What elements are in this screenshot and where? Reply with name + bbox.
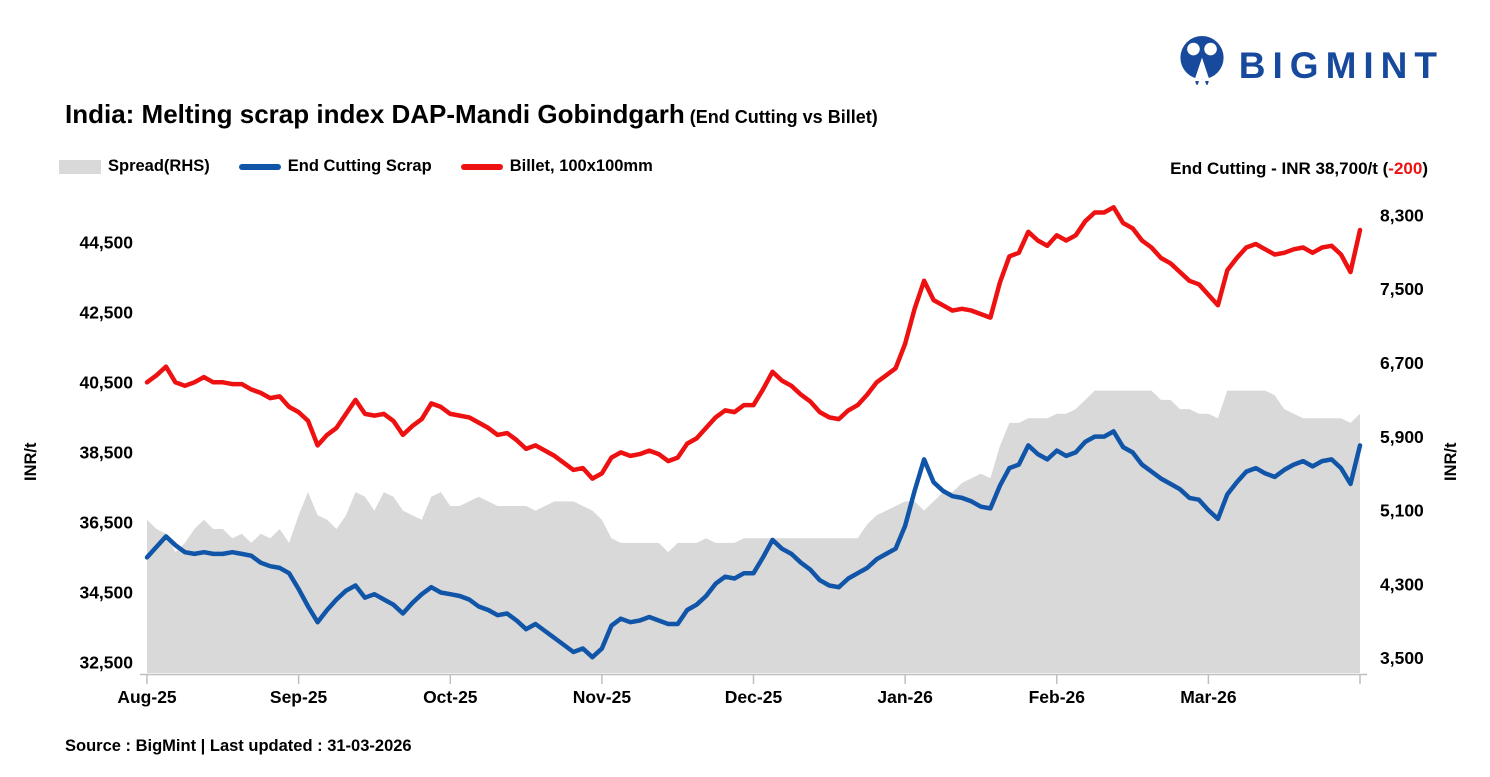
latest-price-suffix: ) (1422, 159, 1428, 178)
x-axis-label: Feb-26 (1029, 687, 1086, 707)
chart-title-suffix: (End Cutting vs Billet) (684, 107, 878, 127)
right-axis-label: 5,100 (1380, 501, 1424, 521)
right-axis-title: INR/t (1442, 442, 1460, 481)
right-axis-label: 6,700 (1380, 353, 1424, 373)
legend-label-end-cutting: End Cutting Scrap (287, 157, 432, 175)
x-axis-label: Dec-25 (725, 687, 783, 707)
right-axis-label: 7,500 (1380, 279, 1424, 299)
spread-area (147, 390, 1360, 673)
bigmint-logo: BIGMINT (1175, 34, 1444, 97)
source-line: Source : BigMint | Last updated : 31-03-… (65, 737, 412, 755)
bigmint-logo-icon (1175, 34, 1229, 97)
latest-price-change: -200 (1388, 159, 1423, 178)
latest-price-annotation: End Cutting - INR 38,700/t (-200) (1170, 159, 1428, 179)
chart-title: India: Melting scrap index DAP-Mandi Gob… (65, 99, 878, 130)
x-axis-label: Jan-26 (877, 687, 933, 707)
right-axis-label: 4,300 (1380, 574, 1424, 594)
end-cutting-line-swatch (238, 163, 281, 170)
left-axis-label: 36,500 (79, 512, 133, 532)
left-axis-label: 34,500 (79, 583, 133, 603)
left-axis-label: 32,500 (79, 653, 133, 673)
left-axis-label: 38,500 (79, 442, 133, 462)
left-axis-label: 40,500 (79, 372, 133, 392)
left-axis-title: INR/t (22, 442, 40, 481)
latest-price-text: End Cutting - INR 38,700/t ( (1170, 159, 1389, 178)
chart-legend: Spread(RHS) End Cutting Scrap Billet, 10… (59, 157, 682, 176)
left-axis-label: 42,500 (79, 302, 133, 322)
x-axis-label: Oct-25 (423, 687, 478, 707)
legend-item-billet: Billet, 100x100mm (460, 157, 653, 176)
billet-line (144, 205, 1363, 481)
end-cutting-scrap-line (144, 429, 1363, 660)
right-axis-label: 5,900 (1380, 427, 1424, 447)
right-axis-label: 8,300 (1380, 205, 1424, 225)
legend-label-spread: Spread(RHS) (108, 157, 210, 175)
x-axis-label: Sep-25 (270, 687, 328, 707)
bigmint-logo-text: BIGMINT (1238, 44, 1444, 86)
billet-line-swatch (460, 163, 503, 170)
x-axis-label: Aug-25 (117, 687, 177, 707)
x-axis-label: Nov-25 (573, 687, 632, 707)
legend-item-spread: Spread(RHS) (59, 157, 210, 176)
left-axis-label: 44,500 (79, 232, 133, 252)
chart-title-main: India: Melting scrap index DAP-Mandi Gob… (65, 99, 685, 129)
spread-area-swatch (59, 159, 101, 174)
legend-label-billet: Billet, 100x100mm (509, 157, 653, 175)
right-axis-label: 3,500 (1380, 648, 1424, 668)
x-axis-label: Mar-26 (1180, 687, 1237, 707)
legend-item-end-cutting: End Cutting Scrap (238, 157, 432, 176)
